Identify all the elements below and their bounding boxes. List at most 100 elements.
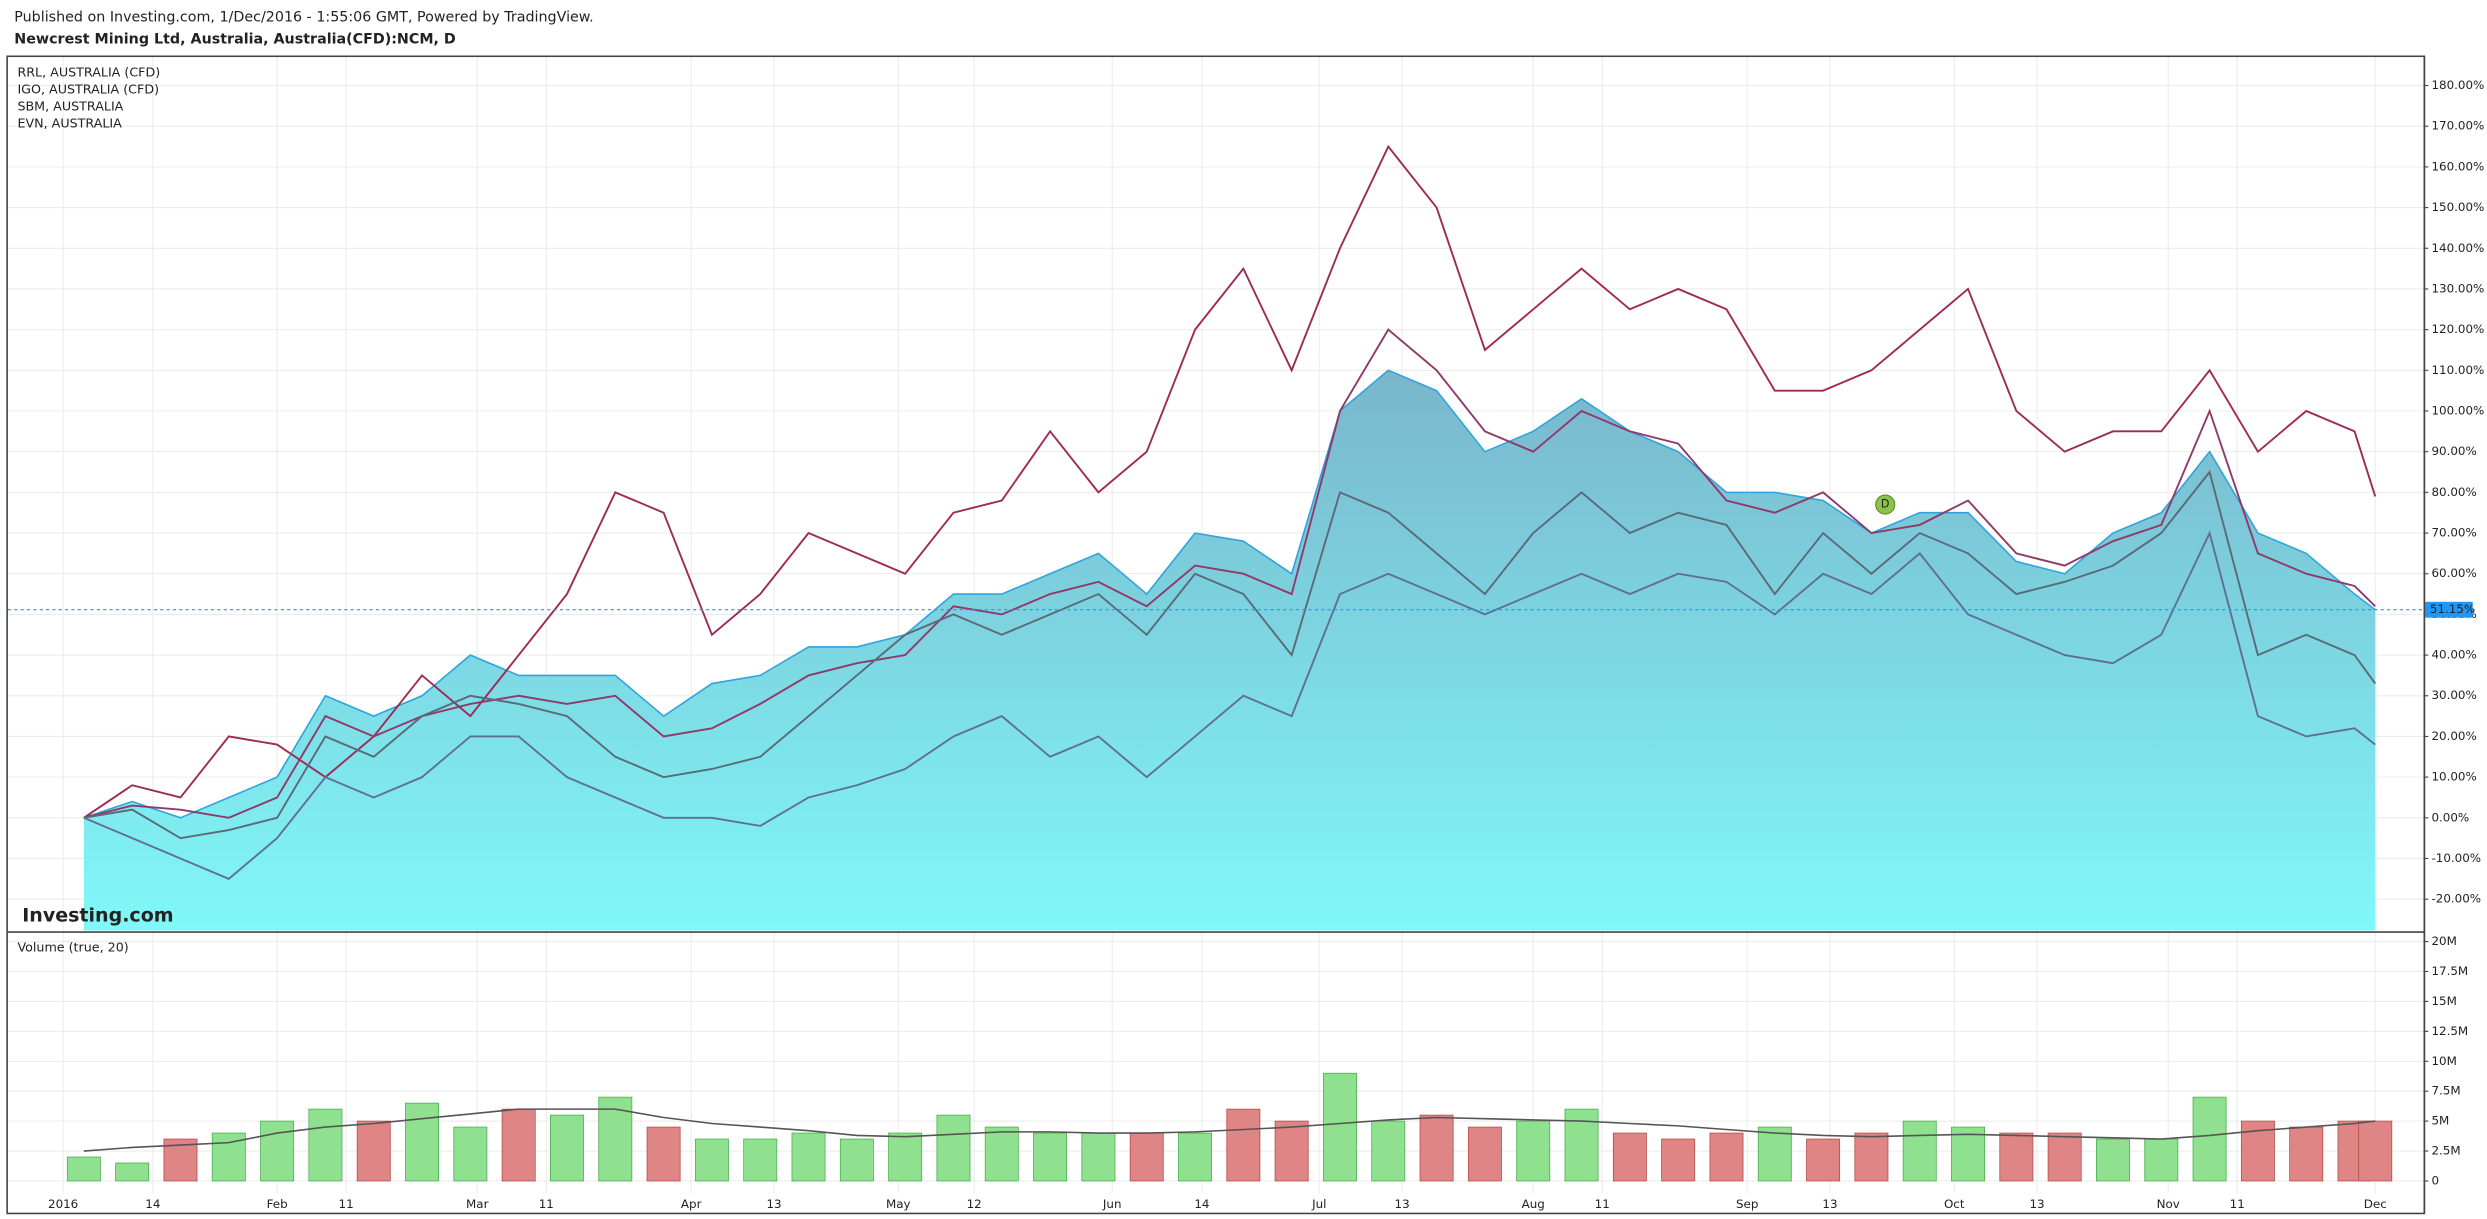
volume-bar [936, 1114, 971, 1182]
volume-bar [1371, 1120, 1406, 1182]
y-tick-label: 110.00% [2431, 363, 2484, 377]
volume-bar [791, 1132, 826, 1182]
volume-bar [1902, 1120, 1937, 1182]
y-tick-label: 30.00% [2431, 688, 2476, 702]
volume-bar [1033, 1132, 1068, 1182]
y-tick-label: 0.00% [2431, 810, 2469, 824]
x-tick-label: 13 [2029, 1197, 2044, 1211]
y-tick-label: 20.00% [2431, 729, 2476, 743]
last-price-label: 51.15% [2430, 602, 2475, 616]
x-tick-label: Sep [1736, 1197, 1758, 1211]
x-tick-label: Nov [2157, 1197, 2180, 1211]
y-tick-label: -10.00% [2431, 851, 2481, 865]
volume-tick-label: 0 [2431, 1173, 2439, 1187]
series-line [83, 469, 2377, 840]
y-tick-label: 130.00% [2431, 281, 2484, 295]
volume-bar [1999, 1132, 2034, 1182]
volume-bar [2358, 1120, 2393, 1182]
y-tick-label: 150.00% [2431, 200, 2484, 214]
volume-bar [1516, 1120, 1551, 1182]
area-fill [83, 370, 2376, 931]
x-tick-label: 2016 [48, 1197, 78, 1211]
volume-bar [2144, 1138, 2179, 1182]
volume-bar [1612, 1132, 1647, 1182]
volume-bar [1467, 1126, 1502, 1182]
volume-bar [1129, 1132, 1164, 1182]
x-tick-label: Oct [1944, 1197, 1965, 1211]
legend-entry: SBM, AUSTRALIA [17, 98, 123, 113]
volume-bar [66, 1156, 101, 1182]
published-line: Published on Investing.com, 1/Dec/2016 -… [14, 9, 593, 25]
y-tick-label: 140.00% [2431, 241, 2484, 255]
volume-bar [1661, 1138, 1696, 1182]
legend-entry: RRL, AUSTRALIA (CFD) [17, 64, 160, 79]
volume-bar [888, 1132, 923, 1182]
volume-bar [405, 1102, 439, 1182]
area-line [83, 369, 2376, 819]
volume-bar [356, 1120, 391, 1182]
volume-bar [839, 1138, 874, 1182]
volume-bar [2289, 1126, 2324, 1182]
x-tick-label: Mar [466, 1197, 489, 1211]
volume-bar [1564, 1108, 1599, 1182]
volume-bar [115, 1162, 150, 1182]
volume-bar [1323, 1072, 1357, 1182]
x-tick-label: Aug [1522, 1197, 1545, 1211]
x-tick-label: Dec [2364, 1197, 2387, 1211]
volume-bar [1757, 1126, 1792, 1182]
volume-bar [1178, 1132, 1212, 1182]
series-line [83, 328, 2376, 819]
volume-bar [694, 1138, 729, 1182]
x-tick-label: Apr [681, 1197, 702, 1211]
y-tick-label: 120.00% [2431, 322, 2484, 336]
x-tick-label: 13 [766, 1197, 781, 1211]
volume-bar [743, 1138, 778, 1182]
volume-bar [1854, 1132, 1889, 1182]
watermark: Investing.com [22, 905, 173, 927]
y-tick-label: 160.00% [2431, 159, 2484, 173]
volume-bar [2096, 1138, 2130, 1182]
volume-bar [1806, 1138, 1841, 1182]
volume-bar [2192, 1096, 2227, 1182]
y-tick-label: -20.00% [2431, 892, 2481, 906]
volume-bar [501, 1108, 536, 1182]
x-tick-label: 11 [1595, 1197, 1610, 1211]
volume-bar [2047, 1132, 2082, 1182]
volume-bar [984, 1126, 1019, 1182]
x-tick-label: 13 [1822, 1197, 1837, 1211]
volume-tick-label: 15M [2431, 994, 2456, 1008]
volume-tick-label: 5M [2431, 1114, 2449, 1128]
volume-ma-line [83, 1108, 2376, 1152]
y-tick-label: 80.00% [2431, 485, 2476, 499]
volume-tick-label: 10M [2431, 1054, 2456, 1068]
x-tick-label: 14 [1194, 1197, 1209, 1211]
x-tick-label: 11 [339, 1197, 354, 1211]
volume-tick-label: 2.5M [2431, 1144, 2460, 1158]
volume-tick-label: 12.5M [2431, 1024, 2468, 1038]
y-tick-label: 100.00% [2431, 403, 2484, 417]
volume-bar [260, 1120, 295, 1182]
volume-tick-label: 7.5M [2431, 1084, 2460, 1098]
y-tick-label: 60.00% [2431, 566, 2476, 580]
volume-bar [453, 1126, 488, 1182]
legend-entry: IGO, AUSTRALIA (CFD) [17, 81, 159, 96]
series-line [83, 144, 2377, 819]
volume-bar [1951, 1126, 1985, 1182]
volume-bar [1419, 1114, 1454, 1182]
volume-tick-label: 17.5M [2431, 964, 2468, 978]
dividend-marker [1875, 494, 1896, 515]
x-tick-label: 11 [2230, 1197, 2245, 1211]
plot-layer: 2016 14 Feb 11 Mar 11 Apr 13 May 12 Jun 14 Jul 13 Aug 1… [7, 57, 2484, 1211]
y-tick-label: 10.00% [2431, 770, 2476, 784]
x-tick-label: 14 [145, 1197, 160, 1211]
volume-bar [1081, 1132, 1116, 1182]
x-tick-label: 12 [967, 1197, 982, 1211]
dividend-marker-label: D [1881, 498, 1890, 511]
legend-entry: EVN, AUSTRALIA [17, 115, 122, 130]
x-tick-label: May [886, 1197, 911, 1211]
chart-heading: Newcrest Mining Ltd, Australia, Australi… [14, 32, 456, 48]
volume-bar [1274, 1120, 1309, 1182]
volume-bar [1226, 1108, 1261, 1182]
y-tick-label: 90.00% [2431, 444, 2476, 458]
